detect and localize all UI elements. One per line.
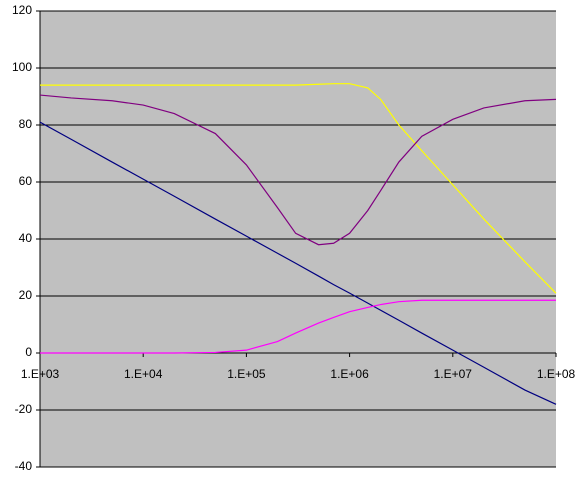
y-tick-label: 100 — [12, 60, 32, 74]
series-line — [40, 299, 556, 354]
series-line — [40, 83, 557, 294]
y-tick-label: 40 — [19, 231, 33, 245]
y-tick-label: -40 — [15, 459, 33, 473]
y-tick-label: 120 — [12, 3, 32, 17]
y-tick-label: 60 — [19, 174, 33, 188]
y-tick-label: 20 — [19, 288, 33, 302]
x-tick-label: 1.E+05 — [227, 367, 266, 381]
y-tick-label: 0 — [25, 345, 32, 359]
x-tick-label: 1.E+03 — [21, 367, 60, 381]
x-tick-label: 1.E+07 — [434, 367, 473, 381]
y-tick-label: -20 — [15, 402, 33, 416]
series-line — [39, 121, 557, 405]
series-line — [39, 94, 557, 246]
y-tick-label: 80 — [19, 117, 33, 131]
x-tick-label: 1.E+04 — [124, 367, 163, 381]
x-tick-label: 1.E+06 — [330, 367, 369, 381]
x-tick-label: 1.E+08 — [537, 367, 576, 381]
